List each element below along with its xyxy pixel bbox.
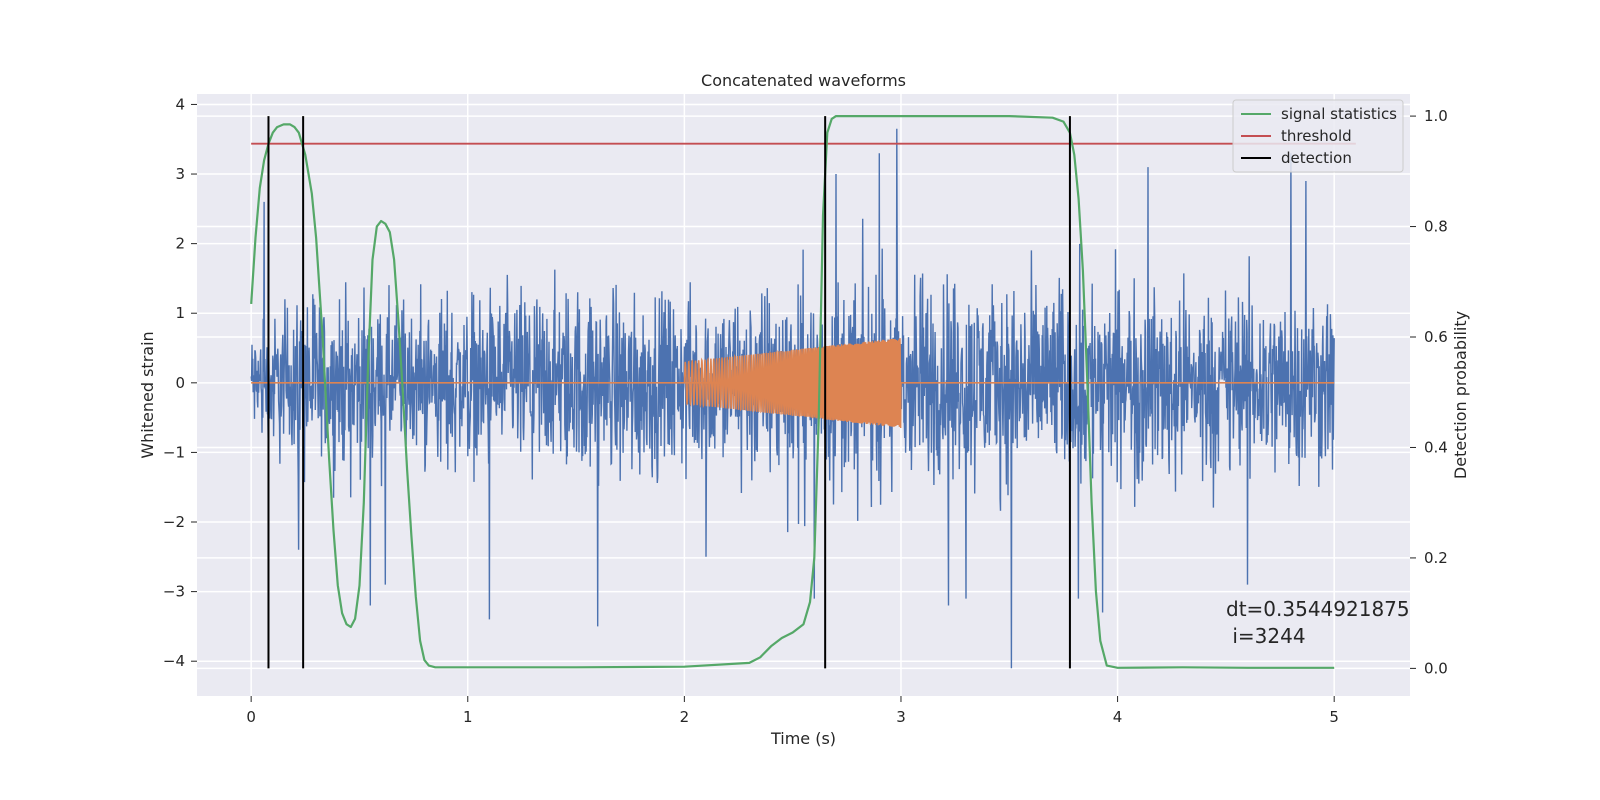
legend-label-threshold: threshold [1281,127,1352,145]
y-tick-label: −3 [163,583,185,601]
x-tick-label: 4 [1113,708,1123,726]
waveform-chirp [683,338,902,429]
y2-axis-label: Detection probability [1451,311,1470,479]
y2-tick-label: 0.8 [1424,218,1448,236]
annotation-i: i=3244 [1226,624,1306,648]
x-tick-label: 5 [1329,708,1339,726]
y2-tick-label: 1.0 [1424,107,1448,125]
y-tick-label: −1 [163,443,185,461]
signal-statistics-line [250,115,1335,669]
x-tick-label: 2 [680,708,690,726]
y2-tick-label: 0.4 [1424,438,1448,456]
y2-tick-label: 0.2 [1424,549,1448,567]
y-tick-label: 3 [175,165,185,183]
annotation-dt: dt=0.3544921875 [1226,597,1410,621]
x-tick-label: 1 [463,708,473,726]
x-tick-label: 3 [896,708,906,726]
legend-label-detection: detection [1281,149,1352,167]
plot-content [250,115,1356,669]
y-tick-label: 0 [175,374,185,392]
legend-box [1232,99,1404,173]
y2-tick-label: 0.0 [1424,659,1448,677]
axes: 0 1 2 3 4 5 −4 −3 −2 −1 0 1 2 3 4 0.0 0.2 0.4 0.6 0.8 1.0 [163,95,1448,726]
y-axis-label: Whitened strain [138,331,157,458]
y-tick-label: 2 [175,235,185,253]
y-tick-label: 1 [175,304,185,322]
x-axis-label: Time (s) [770,729,836,748]
legend-label-signal-statistics: signal statistics [1281,105,1397,123]
legend: signal statistics threshold detection [1232,99,1404,173]
chart-title: Concatenated waveforms [701,71,906,90]
y-tick-label: −2 [163,513,185,531]
y-tick-label: 4 [175,95,185,113]
y2-tick-label: 0.6 [1424,328,1448,346]
x-tick-label: 0 [246,708,256,726]
y-tick-label: −4 [163,652,185,670]
